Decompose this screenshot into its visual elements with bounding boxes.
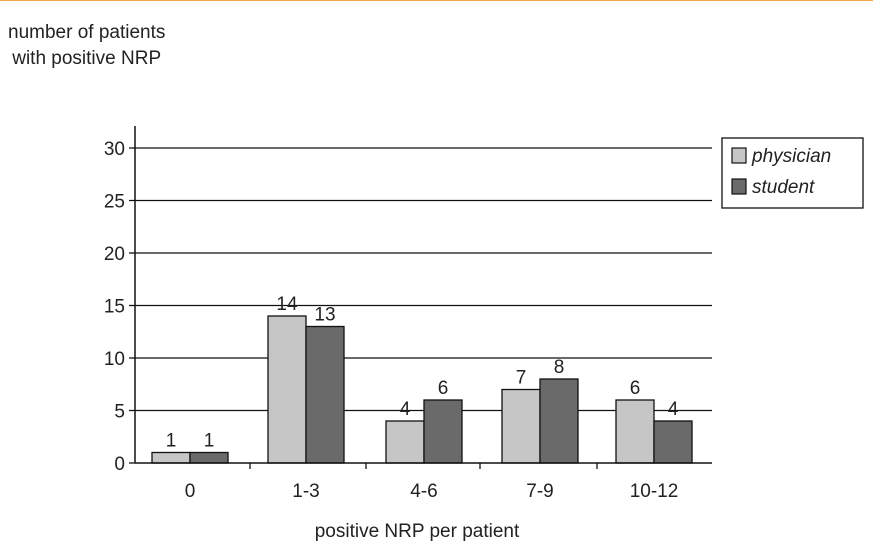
x-axis-label: positive NRP per patient — [315, 521, 520, 542]
data-label: 6 — [630, 378, 641, 399]
y-tick-label: 25 — [104, 192, 125, 213]
bar-student — [189, 451, 229, 464]
y-axis-label-line-1: number of patients — [8, 22, 166, 43]
data-label: 1 — [204, 431, 215, 452]
x-tick-label: 7-9 — [526, 481, 553, 502]
data-label: 1 — [166, 431, 177, 452]
data-label: 4 — [668, 399, 679, 420]
legend-swatch-student — [731, 178, 747, 195]
bar-physician — [267, 315, 307, 464]
legend-label-student: student — [752, 177, 815, 198]
x-tick-label: 0 — [185, 481, 196, 502]
gridlines — [135, 147, 712, 412]
bar-physician — [385, 420, 425, 464]
axes — [129, 126, 712, 469]
x-tick-label: 4-6 — [410, 481, 437, 502]
bar-physician — [501, 388, 541, 464]
bar-student — [539, 378, 579, 464]
data-label: 7 — [516, 368, 527, 389]
bar-physician — [615, 399, 655, 464]
bar-student — [305, 325, 345, 464]
y-tick-label: 10 — [104, 349, 125, 370]
bars — [151, 315, 693, 464]
legend-swatch-physician — [731, 147, 747, 164]
data-label: 6 — [438, 378, 449, 399]
legend: physician student — [721, 137, 864, 209]
y-tick-label: 5 — [114, 402, 125, 423]
y-axis-label-line-2: with positive NRP — [12, 48, 162, 69]
y-tick-label: 20 — [104, 244, 125, 265]
y-tick-label: 30 — [104, 139, 125, 160]
data-label: 4 — [400, 399, 411, 420]
y-tick-label: 0 — [114, 454, 125, 475]
y-tick-label: 15 — [104, 297, 125, 318]
bar-physician — [151, 451, 191, 464]
legend-label-physician: physician — [751, 146, 831, 167]
header-rule — [0, 0, 873, 1]
bar-student — [653, 420, 693, 464]
data-label: 13 — [314, 305, 335, 326]
bar-student — [423, 399, 463, 464]
labels: 0 5 10 15 20 25 30 0 1 1 1-3 14 13 4-6 4 6 7-9 7 8 10-12 6 4 — [104, 139, 679, 502]
y-axis-label: number of patients with positive NRP — [8, 20, 165, 72]
data-label: 14 — [276, 294, 298, 315]
x-tick-label: 1-3 — [292, 481, 319, 502]
x-tick-label: 10-12 — [630, 481, 679, 502]
data-label: 8 — [554, 357, 565, 378]
